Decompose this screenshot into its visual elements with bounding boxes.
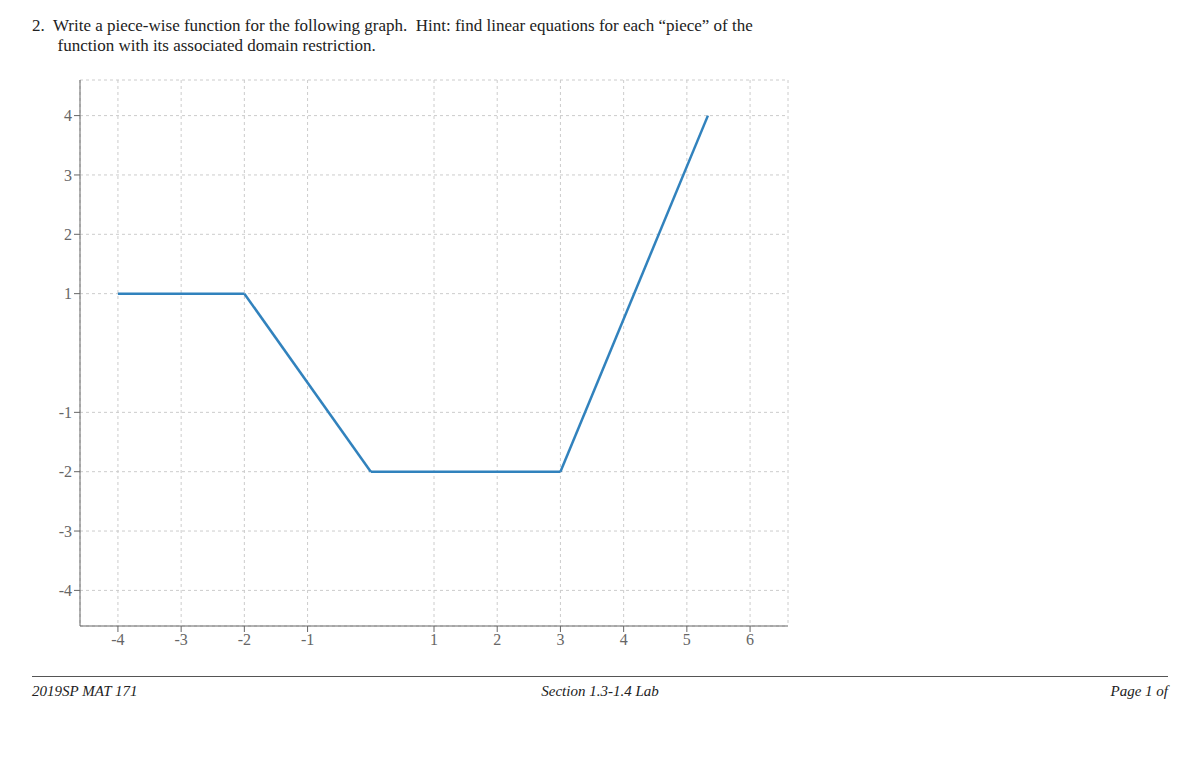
html-text:2019SP MAT 171: 2019SP MAT 171	[32, 683, 138, 699]
svg-text:-3: -3	[174, 631, 187, 648]
svg-text:6: 6	[746, 631, 754, 648]
svg-text:-4: -4	[59, 582, 72, 599]
svg-text:-1: -1	[59, 404, 72, 421]
svg-text:-2: -2	[238, 631, 251, 648]
svg-text:3: 3	[556, 631, 564, 648]
svg-text:-1: -1	[301, 631, 314, 648]
svg-text:1: 1	[430, 631, 438, 648]
svg-text:3: 3	[64, 167, 72, 184]
html-text:Page 1 of: Page 1 of	[1110, 683, 1168, 699]
svg-text:-3: -3	[59, 523, 72, 540]
svg-text:-4: -4	[111, 631, 124, 648]
svg-text:2: 2	[64, 226, 72, 243]
svg-text:2: 2	[493, 631, 501, 648]
svg-text:4: 4	[64, 107, 72, 124]
svg-text:4: 4	[620, 631, 628, 648]
html-text:2. Write a piece-wise function: 2. Write a piece-wise function for the f…	[32, 16, 753, 35]
html-text:function with its associated d: function with its associated domain rest…	[32, 36, 376, 55]
html-text:Section 1.3-1.4 Lab: Section 1.3-1.4 Lab	[541, 683, 659, 699]
svg-text:1: 1	[64, 285, 72, 302]
svg-text:-2: -2	[59, 463, 72, 480]
svg-text:5: 5	[683, 631, 691, 648]
